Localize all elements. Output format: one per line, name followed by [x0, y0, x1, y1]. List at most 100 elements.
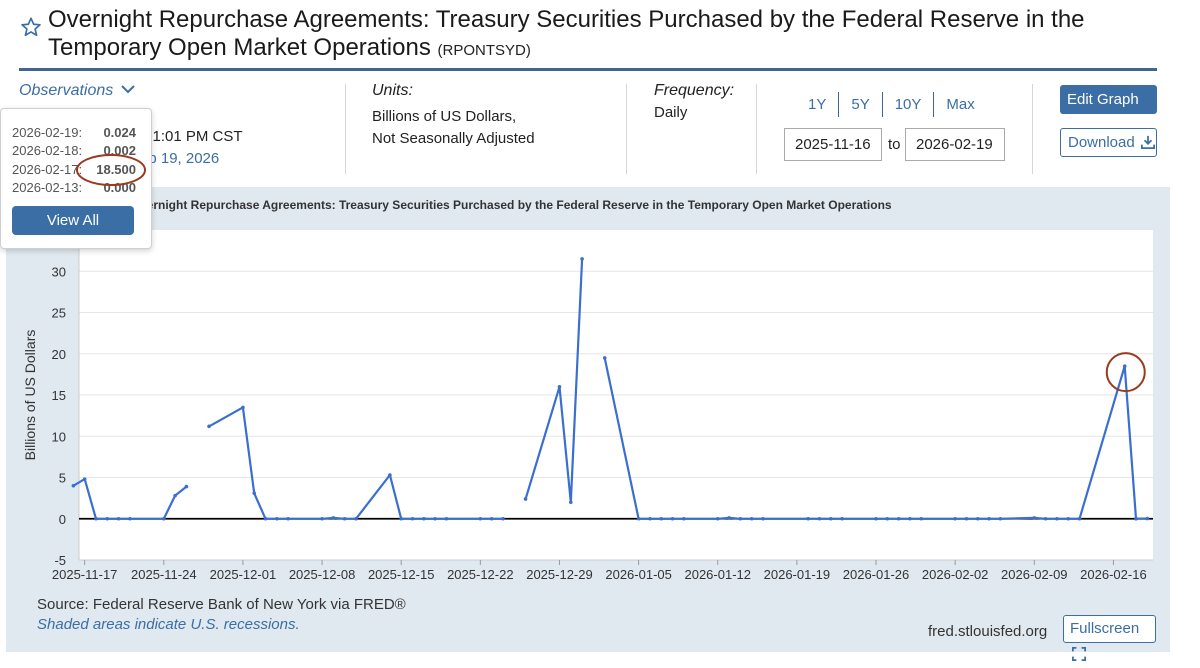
fullscreen-icon — [1072, 647, 1086, 661]
x-tick-label: 2026-01-05 — [605, 567, 672, 582]
y-tick-label: 20 — [52, 347, 66, 362]
units-block: Units: Billions of US Dollars, Not Season… — [372, 82, 535, 150]
data-point — [116, 516, 121, 521]
data-point — [580, 257, 584, 261]
site-url: fred.stlouisfed.org — [928, 623, 1048, 640]
data-point — [342, 516, 347, 521]
data-point — [727, 516, 731, 520]
data-point — [874, 516, 878, 521]
data-point — [82, 477, 87, 481]
data-point — [399, 516, 404, 521]
fullscreen-label: Fullscreen — [1070, 620, 1140, 637]
next-release-link[interactable]: eb 19, 2026 — [140, 150, 220, 167]
data-point — [557, 384, 562, 389]
data-point — [840, 516, 844, 521]
x-tick-label: 2025-12-01 — [210, 567, 277, 582]
data-point — [953, 516, 957, 521]
data-point — [173, 493, 177, 498]
frequency-block: Frequency: Daily — [654, 82, 734, 121]
source-text: Source: Federal Reserve Bank of New York… — [37, 596, 406, 613]
view-all-button[interactable]: View All — [12, 206, 134, 235]
x-tick-label: 2026-02-16 — [1080, 567, 1147, 582]
x-tick-label: 2025-12-29 — [526, 567, 593, 582]
edit-graph-button[interactable]: Edit Graph — [1060, 85, 1157, 134]
data-point — [354, 516, 358, 521]
y-axis-label: Billions of US Dollars — [22, 330, 38, 461]
data-point — [489, 516, 494, 521]
data-point — [885, 516, 890, 521]
highlight-circle — [1105, 352, 1146, 393]
data-point — [523, 497, 528, 501]
data-point — [1055, 516, 1059, 521]
frequency-value: Daily — [654, 104, 688, 121]
observation-date: 2026-02-17: — [12, 162, 83, 177]
data-point — [94, 516, 98, 521]
x-tick-label: 2025-12-08 — [289, 567, 356, 582]
observation-date: 2026-02-13: — [12, 180, 83, 195]
start-date-input[interactable]: 2025-11-16 — [784, 128, 882, 161]
title-divider — [19, 68, 1157, 71]
end-date-input[interactable]: 2026-02-19 — [905, 128, 1005, 161]
units-value-line1: Billions of US Dollars, — [372, 108, 517, 125]
observations-popup: 2026-02-19: 0.024 2026-02-18: 0.002 2026-0… — [0, 108, 152, 249]
divider — [345, 84, 346, 174]
fullscreen-button[interactable]: Fullscreen — [1063, 615, 1156, 661]
title-row: Overnight Repurchase Agreements: Treasur… — [20, 6, 1170, 65]
x-tick-label: 2025-11-17 — [52, 567, 118, 582]
series-line — [524, 258, 584, 504]
y-tick-label: 25 — [52, 306, 66, 321]
range-10y-button[interactable]: 10Y — [883, 92, 935, 117]
divider — [1032, 84, 1033, 174]
download-icon — [1140, 135, 1155, 149]
data-point — [71, 483, 76, 488]
data-point — [975, 516, 980, 521]
observation-date: 2026-02-19: — [12, 125, 83, 140]
range-1y-button[interactable]: 1Y — [796, 92, 840, 117]
line-chart[interactable]: vernight Repurchase Agreements: Treasury… — [6, 187, 1170, 652]
data-point — [1032, 516, 1037, 520]
range-5y-button[interactable]: 5Y — [839, 92, 883, 117]
download-button[interactable]: Download — [1060, 128, 1157, 157]
meta-row: Observations 6 1:01 PM CST eb 19, 2026 U… — [0, 80, 1200, 180]
data-point — [331, 516, 336, 520]
download-label: Download — [1068, 134, 1135, 151]
data-point — [1077, 516, 1082, 521]
observation-row: 2026-02-18: 0.002 — [12, 143, 136, 161]
x-tick-label: 2026-02-02 — [922, 567, 989, 582]
data-point — [568, 500, 573, 505]
data-point — [105, 516, 110, 521]
data-point — [761, 516, 765, 521]
data-point — [207, 424, 211, 429]
data-point — [964, 516, 969, 521]
y-tick-label: 5 — [59, 471, 66, 486]
star-icon[interactable] — [20, 16, 42, 43]
x-tick-label: 2026-01-26 — [843, 567, 910, 582]
chart-panel: vernight Repurchase Agreements: Treasury… — [6, 187, 1170, 652]
data-point — [275, 516, 279, 521]
units-value-line2: Not Seasonally Adjusted — [372, 130, 535, 147]
to-label: to — [888, 136, 901, 153]
y-tick-label: 0 — [59, 512, 66, 527]
data-point — [670, 516, 675, 521]
data-point — [128, 516, 132, 521]
data-point — [1134, 516, 1138, 521]
frequency-label: Frequency: — [654, 82, 735, 99]
x-tick-label: 2026-01-19 — [764, 567, 831, 582]
data-point — [1066, 516, 1071, 521]
data-point — [320, 516, 324, 521]
observation-value: 0.024 — [103, 125, 136, 140]
data-point — [501, 516, 505, 521]
data-point — [659, 516, 664, 521]
series-id: (RPONTSYD) — [437, 42, 531, 59]
range-max-button[interactable]: Max — [946, 96, 975, 113]
x-tick-label: 2025-11-24 — [131, 567, 197, 582]
page-title: Overnight Repurchase Agreements: Treasur… — [48, 6, 1170, 65]
recession-note: Shaded areas indicate U.S. recessions. — [37, 616, 300, 633]
data-point — [749, 516, 754, 521]
data-point — [602, 356, 607, 360]
data-point — [648, 516, 652, 521]
data-point — [444, 516, 449, 521]
x-tick-label: 2026-01-12 — [684, 567, 751, 582]
data-point — [908, 516, 912, 521]
observations-dropdown[interactable]: Observations — [19, 82, 136, 100]
